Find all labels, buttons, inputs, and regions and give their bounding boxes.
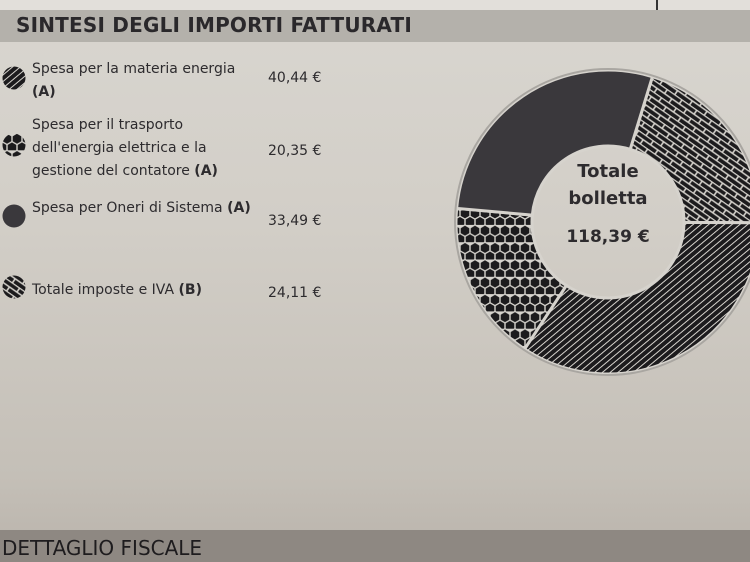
- legend-value: 20,35 €: [268, 143, 322, 159]
- legend-label-suffix: (A): [194, 163, 218, 179]
- solid-swatch-icon: [2, 204, 26, 228]
- hexagon-swatch-icon: [2, 133, 26, 157]
- donut-slice-taxes: [628, 74, 750, 225]
- total-amount: 118,39 €: [566, 227, 650, 247]
- legend-label: Spesa per la materia energia (A): [32, 58, 252, 104]
- legend-value: 24,11 €: [268, 285, 322, 301]
- legend-label: Spesa per Oneri di Sistema (A): [32, 197, 252, 220]
- legend-label: Totale imposte e IVA (B): [32, 279, 252, 302]
- donut-slice-system: [454, 68, 655, 217]
- section-footer-header: DETTAGLIO FISCALE: [0, 530, 750, 562]
- center-label-line1: Totale: [577, 161, 639, 182]
- donut-center-label: Totale bolletta 118,39 €: [548, 158, 668, 251]
- page-top-strip: [0, 0, 750, 10]
- legend-value: 40,44 €: [268, 70, 322, 86]
- legend-label: Spesa per il trasporto dell'energia elet…: [32, 114, 252, 183]
- legend-value: 33,49 €: [268, 213, 322, 229]
- donut-outer-ring: [454, 68, 750, 376]
- section-title: SINTESI DEGLI IMPORTI FATTURATI: [16, 13, 412, 37]
- divider-line: [656, 0, 658, 10]
- legend-label-suffix: (B): [178, 282, 202, 298]
- footer-title: DETTAGLIO FISCALE: [2, 536, 203, 560]
- donut-slices: [454, 68, 750, 376]
- center-label-line2: bolletta: [568, 188, 648, 209]
- legend-label-suffix: (A): [227, 200, 251, 216]
- legend-label-text: Totale imposte e IVA: [32, 282, 175, 298]
- legend-label-text: Spesa per la materia energia: [32, 61, 236, 77]
- diagonal-stripes-swatch-icon: [2, 66, 26, 90]
- section-header: SINTESI DEGLI IMPORTI FATTURATI: [0, 10, 750, 42]
- brick-swatch-icon: [2, 275, 26, 299]
- legend-label-text: Spesa per il trasporto dell'energia elet…: [32, 117, 207, 179]
- donut-slice-energy: [522, 220, 750, 376]
- legend-label-text: Spesa per Oneri di Sistema: [32, 200, 223, 216]
- legend-label-suffix: (A): [32, 84, 56, 100]
